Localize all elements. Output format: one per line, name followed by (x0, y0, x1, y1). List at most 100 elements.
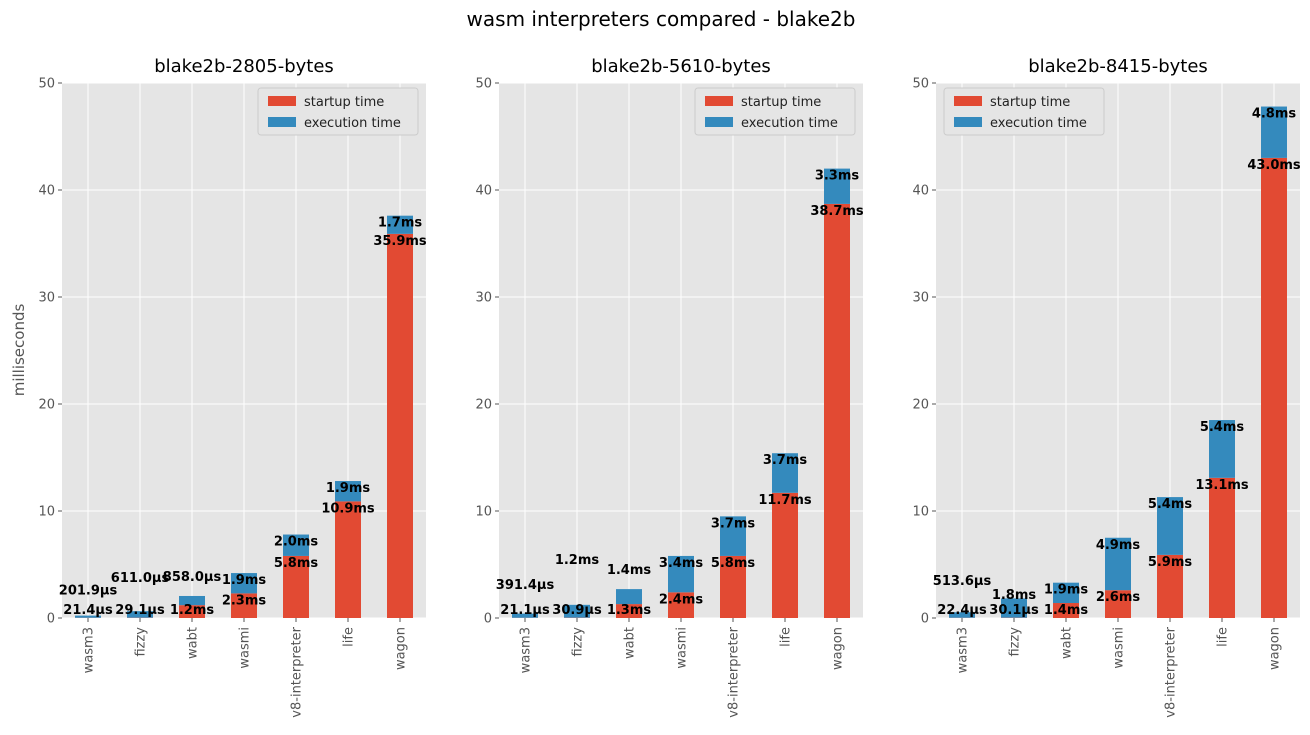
bar-startup-wagon (387, 234, 413, 618)
bar-startup-wagon (1261, 158, 1287, 618)
x-tick-label: v8-interpreter (1164, 626, 1179, 717)
data-label-startup: 5.8ms (274, 556, 319, 571)
legend-entry: startup time (741, 95, 821, 110)
chart-panel-3: 0 10 20 30 40 50 22.4µs 513.6µs wasm3 30.1µs1.8ms… (912, 56, 1300, 718)
legend: startup time execution time (944, 88, 1104, 135)
legend-entry: execution time (990, 116, 1087, 131)
data-label-execution: 858.0µs (163, 570, 222, 585)
data-label-startup: 2.6ms (1096, 590, 1141, 605)
y-tick-label: 20 (912, 398, 929, 413)
y-tick-label: 0 (921, 612, 929, 627)
bar-startup-life (1209, 478, 1235, 618)
data-label-execution: 513.6µs (933, 574, 992, 589)
legend-swatch (705, 96, 733, 106)
data-label-startup: 43.0ms (1247, 158, 1301, 173)
data-label-startup: 1.3ms (607, 603, 652, 618)
x-tick-label: wasmi (675, 627, 690, 669)
data-label-startup: 13.1ms (1195, 478, 1249, 493)
x-tick-label: fizzy (134, 627, 149, 657)
legend-swatch (705, 117, 733, 127)
x-tick-label: wagon (1268, 627, 1283, 670)
x-tick-label: wasmi (238, 627, 253, 669)
legend-entry: execution time (304, 116, 401, 131)
data-label-execution: 1.4ms (607, 563, 652, 578)
y-tick-label: 0 (47, 612, 55, 627)
data-label-execution: 201.9µs (59, 584, 118, 599)
x-tick-label: wabt (1060, 627, 1075, 659)
x-tick-label: wabt (186, 627, 201, 659)
x-tick-label: wagon (394, 627, 409, 670)
data-label-startup: 35.9ms (373, 234, 427, 249)
data-label-startup: 30.9µs (552, 603, 602, 618)
data-label-execution: 2.0ms (274, 535, 319, 550)
data-label-execution: 3.7ms (763, 453, 808, 468)
data-label-startup: 22.4µs (937, 603, 987, 618)
data-label-startup: 21.4µs (63, 603, 113, 618)
y-tick-label: 40 (38, 184, 55, 199)
data-label-startup: 11.7ms (758, 493, 812, 508)
x-tick-label: life (1216, 627, 1231, 647)
data-label-startup: 2.3ms (222, 593, 267, 608)
data-label-startup: 5.8ms (711, 556, 756, 571)
data-label-startup: 38.7ms (810, 204, 864, 219)
data-label-execution: 4.8ms (1252, 107, 1297, 122)
y-axis-label: milliseconds (10, 304, 28, 397)
legend-swatch (268, 117, 296, 127)
y-tick-label: 20 (38, 398, 55, 413)
x-tick-label: fizzy (1008, 627, 1023, 657)
x-tick-label: v8-interpreter (290, 626, 305, 717)
y-tick-label: 10 (475, 505, 492, 520)
data-label-startup: 30.1µs (989, 603, 1039, 618)
legend-swatch (954, 117, 982, 127)
legend-entry: startup time (990, 95, 1070, 110)
x-tick-label: life (779, 627, 794, 647)
legend-swatch (268, 96, 296, 106)
legend: startup time execution time (695, 88, 855, 135)
data-label-execution: 5.4ms (1200, 420, 1245, 435)
y-tick-label: 50 (912, 77, 929, 92)
legend-swatch (954, 96, 982, 106)
x-tick-label: wasmi (1112, 627, 1127, 669)
bar-startup-wagon (824, 204, 850, 618)
y-tick-label: 40 (475, 184, 492, 199)
data-label-execution: 4.9ms (1096, 538, 1141, 553)
data-label-execution: 3.3ms (815, 169, 860, 184)
data-label-startup: 2.4ms (659, 592, 704, 607)
legend-entry: startup time (304, 95, 384, 110)
y-tick-label: 50 (475, 77, 492, 92)
x-tick-label: wasm3 (956, 627, 971, 673)
panel-title: blake2b-2805-bytes (154, 56, 334, 77)
data-label-execution: 1.9ms (222, 573, 267, 588)
data-label-startup: 1.4ms (1044, 603, 1089, 618)
figure-title: wasm interpreters compared - blake2b (467, 7, 856, 31)
y-tick-label: 0 (484, 612, 492, 627)
panel-title: blake2b-8415-bytes (1028, 56, 1208, 77)
x-tick-label: v8-interpreter (727, 626, 742, 717)
bar-startup-life (772, 493, 798, 618)
x-tick-label: wasm3 (519, 627, 534, 673)
bar-execution-wabt (616, 589, 642, 604)
y-tick-label: 30 (38, 291, 55, 306)
data-label-execution: 3.4ms (659, 556, 704, 571)
y-tick-label: 30 (912, 291, 929, 306)
y-tick-label: 10 (38, 505, 55, 520)
x-tick-label: fizzy (571, 627, 586, 657)
y-tick-label: 20 (475, 398, 492, 413)
data-label-startup: 5.9ms (1148, 555, 1193, 570)
x-tick-label: wabt (623, 627, 638, 659)
data-label-startup: 29.1µs (115, 603, 165, 618)
panel-title: blake2b-5610-bytes (591, 56, 771, 77)
y-tick-label: 30 (475, 291, 492, 306)
data-label-execution: 391.4µs (496, 578, 555, 593)
y-tick-label: 40 (912, 184, 929, 199)
legend-entry: execution time (741, 116, 838, 131)
chart-panel-2: 0102030405021.1µs391.4µswasm330.9µs1.2ms… (475, 56, 863, 718)
bar-startup-life (335, 501, 361, 618)
data-label-execution: 1.9ms (326, 481, 371, 496)
legend: startup time execution time (258, 88, 418, 135)
chart-panel-1: 0 10 20 30 40 50 21.4µs 201.9µs wasm3 29.1µs 611.0… (38, 56, 426, 718)
y-tick-label: 10 (912, 505, 929, 520)
chart-panels: 0102030405021.4µs201.9µswasm329.1µs611.0… (38, 56, 1300, 718)
data-label-execution: 5.4ms (1148, 497, 1193, 512)
